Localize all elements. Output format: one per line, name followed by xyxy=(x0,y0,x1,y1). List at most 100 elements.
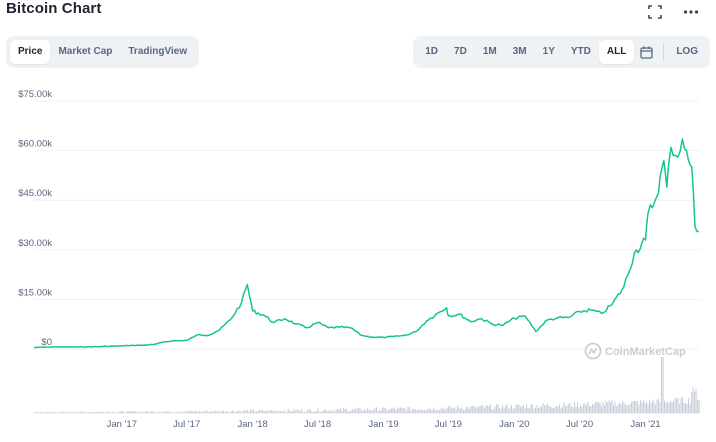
coinmarketcap-logo-icon xyxy=(584,342,602,360)
volume-bar xyxy=(178,412,180,413)
volume-bar xyxy=(464,409,466,413)
volume-bar xyxy=(625,404,627,413)
volume-bar xyxy=(542,403,544,413)
volume-bar xyxy=(685,403,687,413)
volume-bar xyxy=(577,402,579,413)
range-7d-button[interactable]: 7D xyxy=(454,46,467,57)
log-scale-toggle[interactable]: LOG xyxy=(676,46,698,57)
volume-bar xyxy=(469,409,471,413)
volume-bar xyxy=(167,410,169,413)
more-options-button[interactable] xyxy=(680,3,702,21)
volume-bar xyxy=(356,408,358,413)
range-1y-button[interactable]: 1Y xyxy=(542,46,555,57)
volume-bar xyxy=(544,405,546,413)
tab-price[interactable]: Price xyxy=(10,40,51,64)
volume-bar xyxy=(671,401,673,413)
volume-bar xyxy=(367,408,369,413)
x-tick-label: Jan '20 xyxy=(499,419,529,430)
volume-bar xyxy=(493,409,495,413)
volume-bar xyxy=(401,407,403,413)
date-picker-button[interactable] xyxy=(634,42,659,63)
volume-bar xyxy=(232,410,234,413)
tab-tradingview[interactable]: TradingView xyxy=(128,46,188,57)
fullscreen-button[interactable] xyxy=(644,3,666,21)
volume-bar xyxy=(664,400,666,413)
calendar-icon xyxy=(640,46,653,59)
volume-bar xyxy=(235,412,237,413)
volume-bar xyxy=(412,408,414,413)
volume-bar xyxy=(365,410,367,413)
volume-bar xyxy=(278,410,280,413)
volume-bar xyxy=(199,410,201,413)
volume-bar xyxy=(292,411,294,413)
range-1m-button[interactable]: 1M xyxy=(482,46,497,57)
volume-bar xyxy=(560,408,562,413)
tab-market-cap[interactable]: Market Cap xyxy=(58,46,113,57)
volume-bar xyxy=(200,411,202,413)
volume-bar xyxy=(272,410,274,413)
volume-bar xyxy=(128,411,130,413)
volume-bar xyxy=(496,404,498,413)
volume-bar xyxy=(529,408,531,413)
volume-bar xyxy=(433,407,435,413)
volume-bar xyxy=(133,411,135,413)
volume-bar xyxy=(521,406,523,413)
y-tick-label: $30.00k xyxy=(18,238,52,249)
volume-bar xyxy=(596,402,598,413)
volume-bar xyxy=(181,412,183,413)
volume-bar xyxy=(145,412,147,413)
volume-bar xyxy=(655,404,657,413)
range-1d-button[interactable]: 1D xyxy=(425,46,439,57)
y-tick-label: $0 xyxy=(41,337,52,348)
volume-bar xyxy=(287,408,289,413)
volume-bar xyxy=(530,404,532,413)
volume-bar xyxy=(562,406,564,413)
volume-bar xyxy=(209,411,211,413)
volume-bar xyxy=(295,411,297,413)
volume-bar xyxy=(418,409,420,413)
volume-bar xyxy=(478,406,480,413)
range-3m-button[interactable]: 3M xyxy=(512,46,527,57)
volume-bar xyxy=(289,410,291,413)
volume-bar xyxy=(637,401,639,413)
volume-bar xyxy=(248,412,250,413)
volume-bar xyxy=(40,412,42,413)
range-all-button[interactable]: ALL xyxy=(598,40,635,64)
volume-bar xyxy=(226,411,228,413)
volume-bar xyxy=(316,410,318,413)
volume-bar xyxy=(533,408,535,413)
volume-bar xyxy=(385,408,387,413)
volume-bar xyxy=(617,404,619,413)
volume-bar xyxy=(458,407,460,413)
volume-bar xyxy=(451,408,453,413)
volume-bar xyxy=(41,412,43,413)
volume-bar xyxy=(536,405,538,413)
volume-bar xyxy=(374,407,376,413)
volume-bar xyxy=(479,405,481,413)
y-tick-label: $60.00k xyxy=(18,139,52,150)
volume-bar xyxy=(61,411,63,413)
range-ytd-button[interactable]: YTD xyxy=(570,46,591,57)
volume-bar xyxy=(568,403,570,413)
volume-bar xyxy=(94,412,96,413)
volume-bar xyxy=(73,412,75,413)
volume-bar xyxy=(308,408,310,413)
volume-bar xyxy=(214,410,216,413)
volume-bar xyxy=(457,405,459,413)
volume-bar xyxy=(454,407,456,413)
volume-bar xyxy=(134,411,136,413)
volume-bar xyxy=(638,404,640,413)
volume-bar xyxy=(535,407,537,413)
volume-bar xyxy=(611,400,613,413)
volume-bar xyxy=(379,410,381,413)
volume-bar xyxy=(541,406,543,413)
volume-bar xyxy=(460,409,462,413)
volume-bar xyxy=(679,404,681,413)
volume-bar xyxy=(256,411,258,413)
volume-bar xyxy=(689,403,691,413)
volume-bar xyxy=(694,391,696,413)
volume-bar xyxy=(607,402,609,413)
volume-bar xyxy=(427,409,429,413)
watermark: CoinMarketCap xyxy=(584,342,686,360)
